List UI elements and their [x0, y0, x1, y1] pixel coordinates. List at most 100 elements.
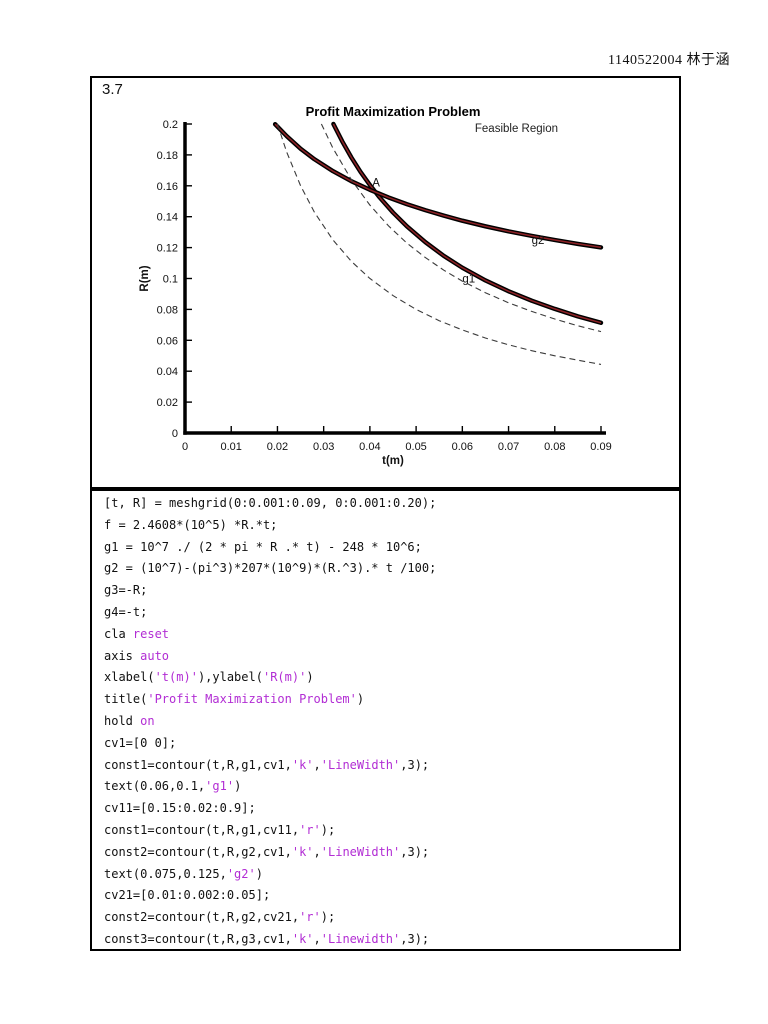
code-token: g2 = (10^7)-(pi^3)*207*(10^9)*(R.^3).* t… — [104, 561, 437, 576]
code-line: const3=contour(t,R,g3,cv1,'k','Linewidth… — [104, 929, 673, 949]
code-token: text(0.06,0.1, — [104, 779, 206, 794]
y-tick-label: 0 — [172, 428, 178, 440]
code-line: g2 = (10^7)-(pi^3)*207*(10^9)*(R.^3).* t… — [104, 558, 673, 580]
curve-label-g1: g1 — [462, 274, 475, 286]
code-token-highlight: 'R(m)' — [262, 670, 307, 685]
code-token-highlight: 'k' — [291, 844, 314, 859]
feasible-region-label: Feasible Region — [475, 123, 558, 135]
code-token: ) — [356, 692, 365, 707]
profit-chart: 0 0.01 0.02 0.03 0.04 0.05 0.06 0.07 0.08 0.09 0 0.… — [139, 104, 612, 467]
code-token-highlight: 'LineWidth' — [320, 757, 401, 772]
x-tick-label: 0.08 — [544, 441, 565, 453]
code-line: text(0.075,0.125,'g2') — [104, 864, 673, 886]
code-line: title('Profit Maximization Problem') — [104, 689, 673, 711]
code-token: , — [313, 931, 321, 946]
code-token: cla — [104, 626, 133, 641]
code-token: const3=contour(t,R,g3,cv1, — [104, 931, 292, 946]
x-tick-label: 0.05 — [405, 441, 426, 453]
code-token: ,3); — [400, 757, 430, 772]
code-token-highlight: 't(m)' — [154, 670, 198, 685]
y-tick-label: 0.16 — [157, 181, 178, 193]
code-token: ) — [306, 670, 314, 685]
code-token: ) — [234, 779, 242, 794]
code-token: , — [313, 757, 321, 772]
code-line: [t, R] = meshgrid(0:0.001:0.09, 0:0.001:… — [104, 493, 673, 515]
code-token: ); — [320, 910, 336, 925]
g1-level-contour-dashed — [320, 123, 602, 333]
code-line: g4=-t; — [104, 602, 673, 624]
code-token: ),ylabel( — [197, 670, 263, 685]
x-tick-label: 0 — [182, 441, 188, 453]
x-tick-label: 0.06 — [452, 441, 473, 453]
code-token: xlabel( — [104, 670, 155, 685]
y-tick-label: 0.1 — [163, 274, 178, 286]
code-line: f = 2.4608*(10^5) *R.*t; — [104, 515, 673, 537]
y-tick-label: 0.14 — [157, 212, 178, 224]
problem-number: 3.7 — [102, 81, 123, 98]
y-tick-label: 0.12 — [157, 243, 178, 255]
g1-zero-contour-core — [332, 123, 602, 324]
code-line: const2=contour(t,R,g2,cv1,'k','LineWidth… — [104, 842, 673, 864]
x-tick-label: 0.01 — [221, 441, 242, 453]
code-line: axis auto — [104, 646, 673, 668]
x-tick-label: 0.07 — [498, 441, 519, 453]
code-token: axis — [104, 648, 141, 663]
code-line: cla reset — [104, 624, 673, 646]
code-line: cv11=[0.15:0.02:0.9]; — [104, 798, 673, 820]
x-tick-label: 0.04 — [359, 441, 380, 453]
code-line: const1=contour(t,R,g1,cv1,'k','LineWidth… — [104, 755, 673, 777]
curve-label-A: A — [372, 178, 380, 190]
code-line: g3=-R; — [104, 580, 673, 602]
x-axis-label: t(m) — [382, 455, 404, 467]
y-tick-label: 0.02 — [157, 397, 178, 409]
x-tick-label: 0.09 — [590, 441, 611, 453]
code-token-highlight: 'Profit Maximization Problem' — [147, 692, 357, 707]
code-token: const1=contour(t,R,g1,cv1, — [104, 757, 292, 772]
code-token: const2=contour(t,R,g2,cv1, — [104, 844, 292, 859]
code-line: const1=contour(t,R,g1,cv11,'r'); — [104, 820, 673, 842]
code-line: hold on — [104, 711, 673, 733]
code-token-highlight: 'g2' — [226, 866, 256, 881]
y-tick-label: 0.18 — [157, 150, 178, 162]
code-token-highlight: 'Linewidth' — [320, 931, 401, 946]
code-token-highlight: on — [140, 713, 155, 728]
code-token-highlight: 'r' — [299, 910, 321, 925]
code-token: g1 = 10^7 ./ (2 * pi * R .* t) - 248 * 1… — [104, 539, 422, 554]
code-token: g4=-t; — [104, 604, 148, 619]
code-token: f = 2.4608*(10^5) *R.*t; — [104, 517, 278, 532]
code-token-highlight: 'LineWidth' — [320, 844, 401, 859]
x-tick-label: 0.02 — [267, 441, 288, 453]
code-token: ,3); — [400, 844, 430, 859]
code-line: g1 = 10^7 ./ (2 * pi * R .* t) - 248 * 1… — [104, 537, 673, 559]
code-token-highlight: 'r' — [299, 822, 321, 837]
matlab-code-block: [t, R] = meshgrid(0:0.001:0.09, 0:0.001:… — [92, 491, 679, 949]
code-token: title( — [104, 692, 148, 707]
code-token: text(0.075,0.125, — [104, 866, 227, 881]
plot-panel: 3.7 0 0.01 0.02 0.03 0.04 0.05 0.06 0.07 0.08 0.0… — [90, 76, 681, 489]
code-token: hold — [104, 713, 141, 728]
y-tick-label: 0.04 — [157, 366, 178, 378]
code-token-highlight: auto — [140, 648, 170, 663]
code-token-highlight: reset — [132, 626, 170, 641]
code-line: const2=contour(t,R,g2,cv21,'r'); — [104, 907, 673, 929]
code-token: cv11=[0.15:0.02:0.9]; — [104, 801, 256, 816]
code-token: , — [313, 844, 321, 859]
chart-title: Profit Maximization Problem — [306, 104, 481, 119]
y-tick-label: 0.06 — [157, 335, 178, 347]
y-tick-label: 0.08 — [157, 304, 178, 316]
code-token: ) — [255, 866, 263, 881]
y-axis-label: R(m) — [139, 265, 151, 291]
code-token: g3=-R; — [104, 583, 148, 598]
code-line: text(0.06,0.1,'g1') — [104, 776, 673, 798]
code-token: const2=contour(t,R,g2,cv21, — [104, 910, 300, 925]
code-token: ,3); — [400, 931, 430, 946]
code-token: cv21=[0.01:0.002:0.05]; — [104, 888, 271, 903]
code-token: const1=contour(t,R,g1,cv11, — [104, 822, 300, 837]
g2-level-contour-dashed — [276, 123, 602, 365]
code-token: ); — [320, 822, 336, 837]
code-line: cv21=[0.01:0.002:0.05]; — [104, 885, 673, 907]
curve-label-g2: g2 — [532, 235, 545, 247]
g2-zero-contour-outline — [272, 122, 604, 250]
code-token: [t, R] = meshgrid(0:0.001:0.09, 0:0.001:… — [104, 496, 437, 510]
